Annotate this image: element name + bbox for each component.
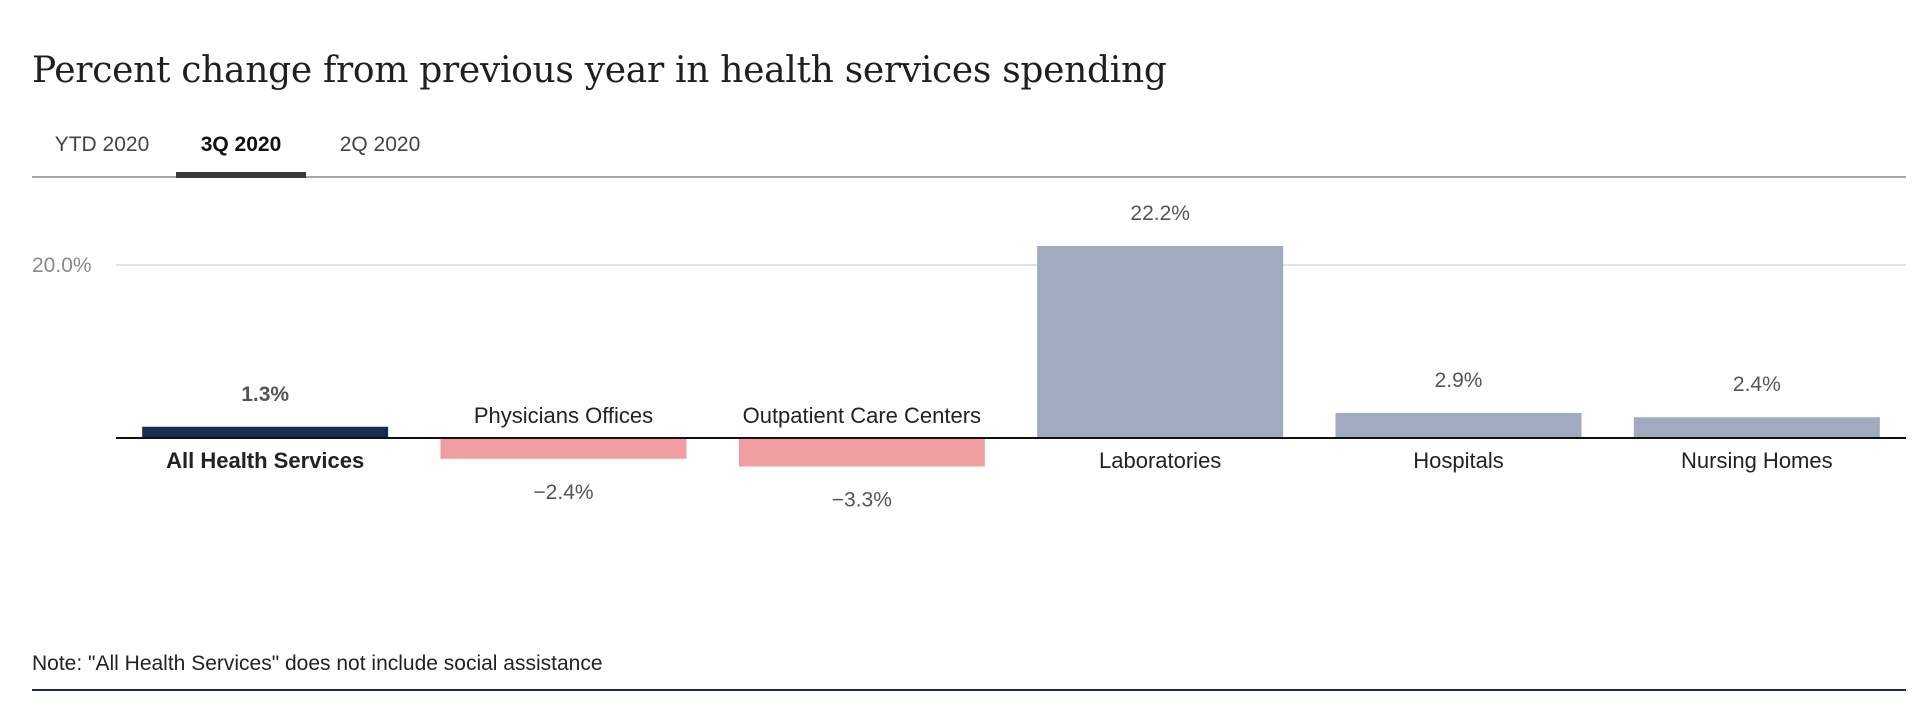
value-label: 22.2% — [1130, 202, 1190, 225]
tab-ytd-2020[interactable]: YTD 2020 — [54, 133, 150, 156]
bar — [440, 438, 687, 459]
bar — [142, 426, 389, 438]
chart-note: Note: "All Health Services" does not inc… — [32, 652, 603, 675]
category-label: Outpatient Care Centers — [743, 403, 981, 428]
category-label: All Health Services — [166, 448, 364, 473]
tab-2q-2020[interactable]: 2Q 2020 — [339, 133, 421, 156]
bar-chart: 20.0% All Health Services 1.3% Physicians O… — [32, 202, 1906, 512]
value-label: −3.3% — [832, 489, 892, 512]
period-tabs: YTD 2020 3Q 2020 2Q 2020 — [32, 126, 1906, 178]
y-tick-label: 20.0% — [32, 254, 92, 277]
category-label: Physicians Offices — [474, 403, 653, 428]
value-label: −2.4% — [533, 481, 593, 504]
tab-3q-2020[interactable]: 3Q 2020 — [176, 126, 306, 178]
bar — [1335, 412, 1582, 438]
category-label: Laboratories — [1099, 448, 1221, 473]
category-label: Hospitals — [1413, 448, 1503, 473]
chart-title: Percent change from previous year in hea… — [32, 50, 1167, 91]
bar — [1037, 245, 1284, 438]
value-label: 2.4% — [1733, 373, 1781, 396]
value-label: 2.9% — [1435, 369, 1483, 392]
bar — [1633, 417, 1880, 438]
footer-rule — [32, 689, 1906, 691]
value-label: 1.3% — [241, 383, 289, 406]
bar — [738, 438, 985, 467]
category-label: Nursing Homes — [1681, 448, 1833, 473]
